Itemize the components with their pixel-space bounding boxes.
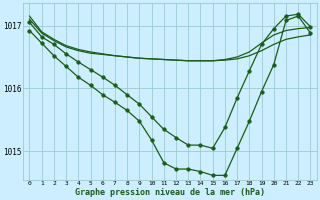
X-axis label: Graphe pression niveau de la mer (hPa): Graphe pression niveau de la mer (hPa) — [75, 188, 265, 197]
